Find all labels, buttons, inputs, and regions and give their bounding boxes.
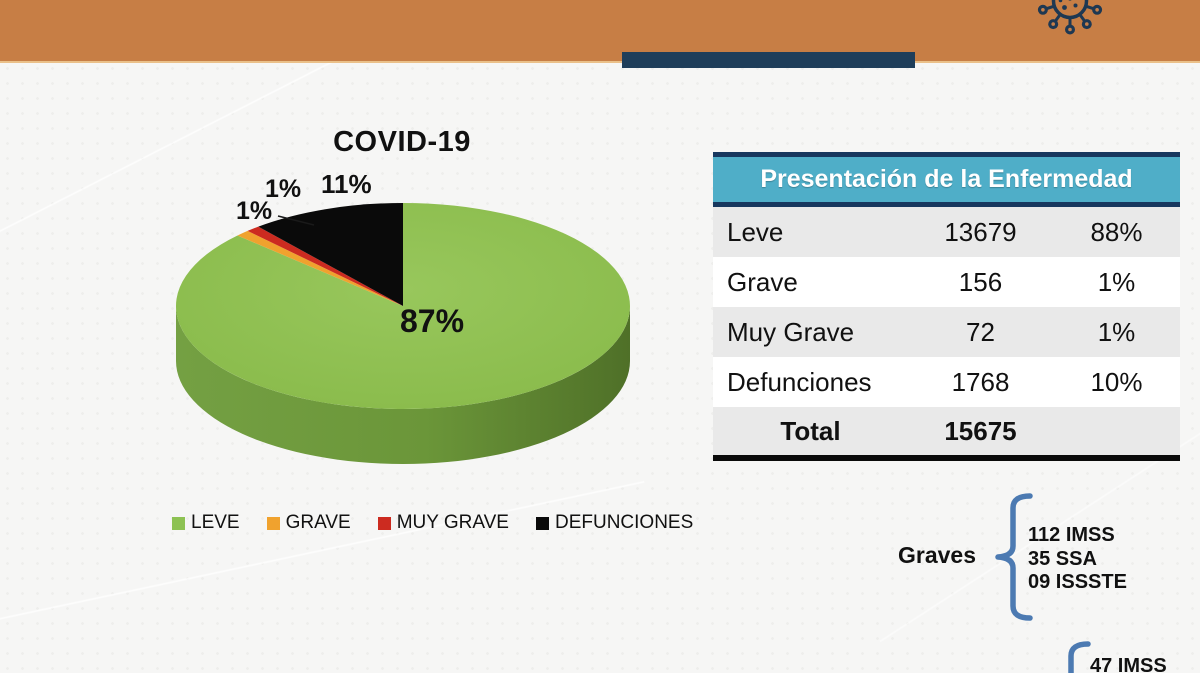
slice-label-grave: 1% <box>236 197 273 225</box>
row-value: 1768 <box>951 366 1010 397</box>
legend-label: GRAVE <box>285 512 351 533</box>
slice-label-muy-grave: 1% <box>265 175 302 203</box>
table-row: Grave 156 1% <box>713 257 1180 307</box>
row-label: Grave <box>727 266 798 297</box>
pie-legend: LEVE GRAVE MUY GRAVE DEFUNCIONES <box>172 512 693 534</box>
bottom-partial-item: 47 IMSS <box>1090 655 1167 673</box>
row-label: Leve <box>727 216 784 247</box>
legend-item-grave: GRAVE <box>266 512 351 534</box>
table-row: Leve 13679 88% <box>713 207 1180 257</box>
legend-swatch-muy-grave <box>377 516 391 530</box>
legend-item-leve: LEVE <box>172 512 240 534</box>
table-row: Defunciones 1768 10% <box>713 357 1180 407</box>
header-bar <box>0 0 1200 63</box>
pie-side-wall <box>176 306 630 464</box>
total-label: Total <box>780 415 841 446</box>
row-value: 13679 <box>944 216 1017 247</box>
header-accent-bar <box>622 52 915 68</box>
legend-item-muy-grave: MUY GRAVE <box>377 512 509 534</box>
row-label: Muy Grave <box>727 316 855 347</box>
graves-item: 35 SSA <box>1028 547 1097 570</box>
curly-brace-icon <box>995 493 1033 621</box>
row-label: Defunciones <box>727 366 872 397</box>
legend-swatch-defunciones <box>535 516 549 530</box>
row-value: 156 <box>958 266 1003 297</box>
legend-swatch-grave <box>266 516 280 530</box>
row-value: 72 <box>966 316 995 347</box>
legend-swatch-leve <box>172 516 185 530</box>
virus-icon <box>1037 0 1103 35</box>
legend-label: DEFUNCIONES <box>554 512 694 533</box>
table-total-row: Total 15675 <box>713 407 1180 455</box>
pie-slice-defunciones <box>258 202 403 306</box>
row-percent: 10% <box>1090 366 1143 397</box>
row-percent: 1% <box>1097 316 1136 347</box>
row-percent: 1% <box>1097 266 1136 297</box>
row-percent: 88% <box>1090 216 1143 247</box>
graves-label: Graves <box>898 542 977 568</box>
pie-slice-grave <box>237 230 403 306</box>
presentation-table: Presentación de la Enfermedad Leve 13679… <box>713 152 1180 461</box>
pie-slice-muy-grave <box>247 226 403 306</box>
graves-item: 112 IMSS <box>1028 524 1115 546</box>
slice-label-defunciones: 11% <box>321 169 372 199</box>
slice-label-leve: 87% <box>400 303 465 339</box>
pie-slice-leve <box>175 203 630 410</box>
total-value: 15675 <box>944 415 1017 446</box>
chart-title: COVID-19 <box>333 126 471 158</box>
curly-brace-partial-icon <box>1068 641 1091 673</box>
graves-item: 09 ISSSTE <box>1028 571 1127 593</box>
graves-items: 112 IMSS 35 SSA 09 ISSSTE <box>1028 524 1127 595</box>
legend-label: MUY GRAVE <box>396 512 509 533</box>
label-leader-line <box>277 215 315 226</box>
legend-item-defunciones: DEFUNCIONES <box>535 512 694 534</box>
table-title: Presentación de la Enfermedad <box>713 157 1180 207</box>
table-row: Muy Grave 72 1% <box>713 307 1180 357</box>
legend-label: LEVE <box>191 512 240 533</box>
